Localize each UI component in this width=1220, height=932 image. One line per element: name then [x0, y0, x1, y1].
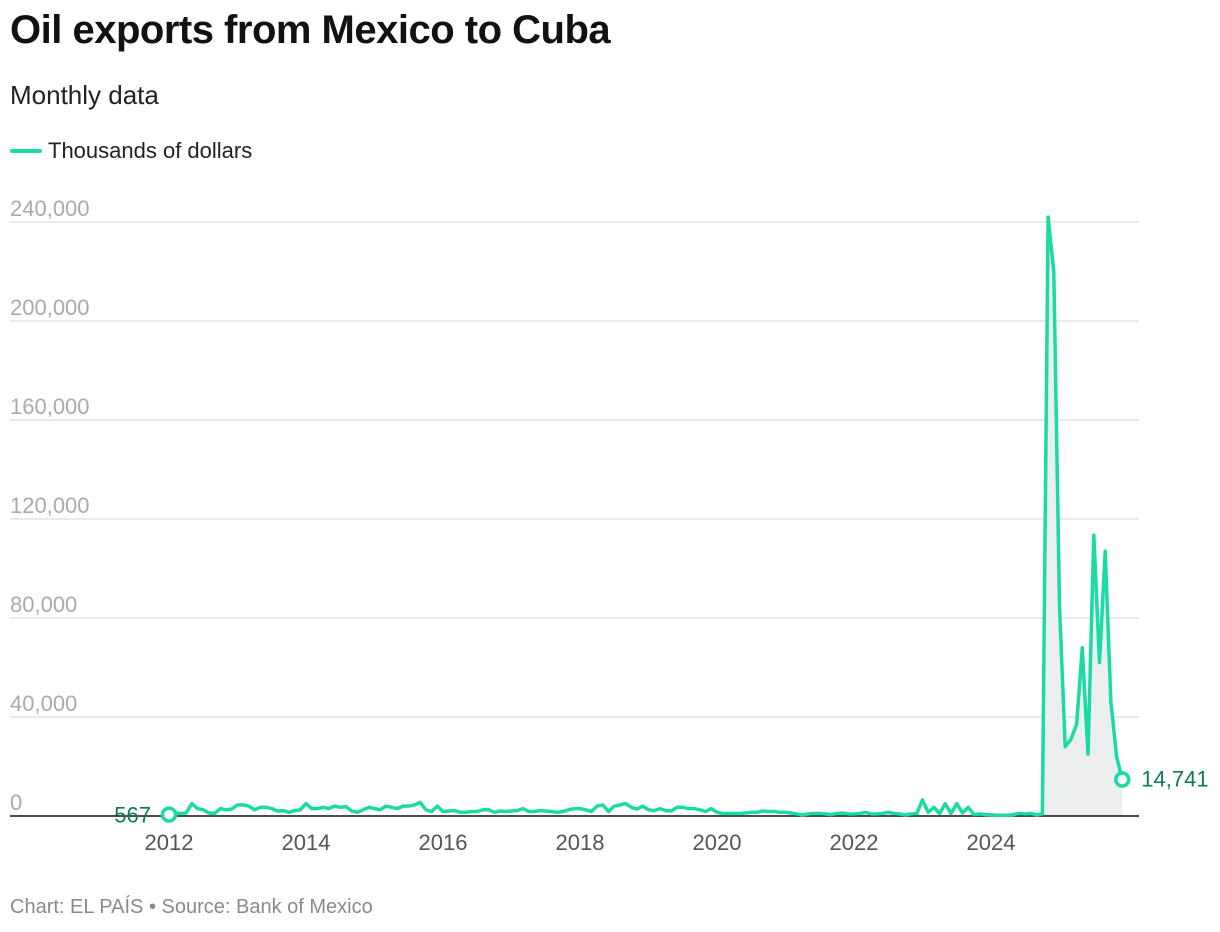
x-tick-label: 2012	[145, 830, 194, 855]
y-tick-label: 160,000	[10, 394, 90, 419]
y-tick-label: 40,000	[10, 691, 77, 716]
end-point-marker	[1114, 771, 1131, 788]
x-tick-label: 2020	[693, 830, 742, 855]
y-tick-label: 0	[10, 790, 22, 815]
chart-title: Oil exports from Mexico to Cuba	[10, 8, 611, 52]
x-tick-label: 2014	[282, 830, 331, 855]
x-tick-label: 2024	[967, 830, 1016, 855]
chart-footer: Chart: EL PAÍS • Source: Bank of Mexico	[10, 896, 373, 918]
start-value-label: 567	[114, 803, 151, 828]
shaded-area	[1036, 217, 1123, 817]
y-tick-label: 80,000	[10, 592, 77, 617]
x-tick-label: 2018	[556, 830, 605, 855]
legend-label: Thousands of dollars	[48, 138, 253, 163]
x-tick-label: 2022	[830, 830, 879, 855]
legend-swatch	[10, 149, 42, 153]
legend: Thousands of dollars	[10, 138, 252, 164]
chart-subtitle: Monthly data	[10, 80, 159, 110]
start-point-marker	[160, 806, 178, 823]
series-line	[167, 215, 1125, 818]
y-tick-label: 120,000	[10, 493, 90, 518]
y-tick-label: 240,000	[10, 196, 90, 221]
end-value-label: 14,741	[1141, 767, 1208, 792]
y-tick-label: 200,000	[10, 295, 90, 320]
line-chart: 0 40,000 80,000 120,000 160,000 200,000 240,00…	[10, 196, 1209, 855]
x-tick-label: 2016	[419, 830, 468, 855]
